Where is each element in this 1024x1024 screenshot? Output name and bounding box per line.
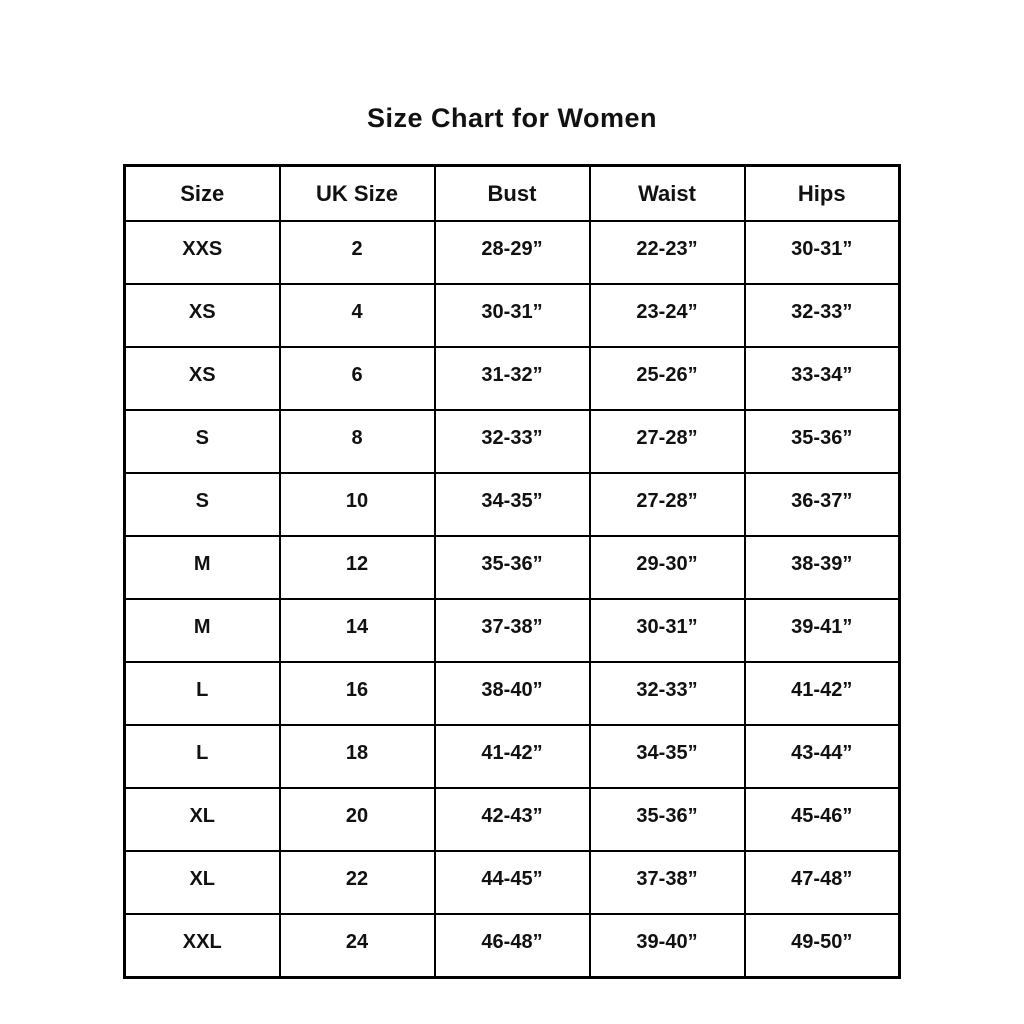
table-cell: 49-50” <box>743 913 901 979</box>
table-cell: 35-36” <box>743 409 901 474</box>
table-cell: XS <box>123 283 281 348</box>
column-header-waist: Waist <box>588 164 746 222</box>
table-cell: 41-42” <box>433 724 591 789</box>
table-cell: 27-28” <box>588 409 746 474</box>
table-cell: 34-35” <box>433 472 591 537</box>
table-cell: L <box>123 724 281 789</box>
table-row: L 16 38-40” 32-33” 41-42” <box>123 661 901 726</box>
table-cell: 36-37” <box>743 472 901 537</box>
table-row: M 14 37-38” 30-31” 39-41” <box>123 598 901 663</box>
table-cell: 29-30” <box>588 535 746 600</box>
table-cell: 6 <box>278 346 436 411</box>
column-header-uk-size: UK Size <box>278 164 436 222</box>
table-row: XS 6 31-32” 25-26” 33-34” <box>123 346 901 411</box>
table-header: Size UK Size Bust Waist Hips <box>123 164 901 222</box>
table-row: L 18 41-42” 34-35” 43-44” <box>123 724 901 789</box>
table-cell: XXL <box>123 913 281 979</box>
table-cell: 25-26” <box>588 346 746 411</box>
table-row: XS 4 30-31” 23-24” 32-33” <box>123 283 901 348</box>
table-cell: XXS <box>123 220 281 285</box>
table-cell: M <box>123 598 281 663</box>
table-cell: M <box>123 535 281 600</box>
table-row: XXL 24 46-48” 39-40” 49-50” <box>123 913 901 979</box>
table-cell: 38-39” <box>743 535 901 600</box>
table-cell: 20 <box>278 787 436 852</box>
table-cell: XL <box>123 787 281 852</box>
table-cell: 32-33” <box>433 409 591 474</box>
table-row: XXS 2 28-29” 22-23” 30-31” <box>123 220 901 285</box>
table-body: XXS 2 28-29” 22-23” 30-31” XS 4 30-31” 23-24” 32-… <box>123 220 901 979</box>
table-cell: 34-35” <box>588 724 746 789</box>
table-cell: 47-48” <box>743 850 901 915</box>
table-cell: 44-45” <box>433 850 591 915</box>
table-cell: 37-38” <box>588 850 746 915</box>
table-row: XL 22 44-45” 37-38” 47-48” <box>123 850 901 915</box>
table-cell: 2 <box>278 220 436 285</box>
table-cell: 24 <box>278 913 436 979</box>
table-cell: 42-43” <box>433 787 591 852</box>
table-cell: 39-40” <box>588 913 746 979</box>
column-header-bust: Bust <box>433 164 591 222</box>
column-header-size: Size <box>123 164 281 222</box>
table-cell: 46-48” <box>433 913 591 979</box>
table-cell: 22 <box>278 850 436 915</box>
table-cell: 16 <box>278 661 436 726</box>
table-cell: 35-36” <box>588 787 746 852</box>
table-row: M 12 35-36” 29-30” 38-39” <box>123 535 901 600</box>
table-cell: 39-41” <box>743 598 901 663</box>
table-cell: 12 <box>278 535 436 600</box>
page-title: Size Chart for Women <box>366 103 658 133</box>
table-cell: 45-46” <box>743 787 901 852</box>
table-cell: 38-40” <box>433 661 591 726</box>
table-cell: 23-24” <box>588 283 746 348</box>
table-row: S 10 34-35” 27-28” 36-37” <box>123 472 901 537</box>
column-header-hips: Hips <box>743 164 901 222</box>
table-cell: 8 <box>278 409 436 474</box>
table-row: XL 20 42-43” 35-36” 45-46” <box>123 787 901 852</box>
table-cell: S <box>123 472 281 537</box>
table-header-row: Size UK Size Bust Waist Hips <box>123 164 901 222</box>
table-cell: 4 <box>278 283 436 348</box>
table-cell: XL <box>123 850 281 915</box>
table-cell: 32-33” <box>743 283 901 348</box>
table-cell: 28-29” <box>433 220 591 285</box>
size-chart-table: Size UK Size Bust Waist Hips XXS 2 28-29” 22-23… <box>123 164 901 979</box>
table-cell: 22-23” <box>588 220 746 285</box>
table-cell: 35-36” <box>433 535 591 600</box>
table-cell: 10 <box>278 472 436 537</box>
table-cell: 43-44” <box>743 724 901 789</box>
table-cell: 32-33” <box>588 661 746 726</box>
table-cell: 31-32” <box>433 346 591 411</box>
table-row: S 8 32-33” 27-28” 35-36” <box>123 409 901 474</box>
table-cell: 30-31” <box>743 220 901 285</box>
table-cell: 27-28” <box>588 472 746 537</box>
table-cell: 33-34” <box>743 346 901 411</box>
table-cell: XS <box>123 346 281 411</box>
table-cell: L <box>123 661 281 726</box>
table-cell: 30-31” <box>433 283 591 348</box>
table-cell: 14 <box>278 598 436 663</box>
table-cell: S <box>123 409 281 474</box>
table-cell: 18 <box>278 724 436 789</box>
table-cell: 41-42” <box>743 661 901 726</box>
table-cell: 37-38” <box>433 598 591 663</box>
table-cell: 30-31” <box>588 598 746 663</box>
